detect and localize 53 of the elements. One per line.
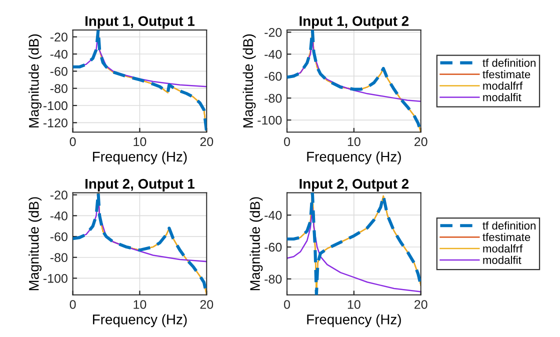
x-axis-title: Frequency (Hz) — [307, 314, 401, 328]
y-axis-title: Magnitude (dB) — [250, 197, 263, 290]
y-tick-label: -20 — [50, 190, 68, 200]
x-tick-label: 10 — [134, 300, 146, 309]
legend-label: tf definition — [482, 221, 536, 230]
y-tick-label: -40 — [50, 50, 68, 59]
y-axis-title: Magnitude (dB) — [28, 34, 42, 128]
legend-label: tf definition — [482, 58, 536, 67]
y-tick-label: -100 — [43, 274, 68, 283]
y-tick-label: -40 — [264, 50, 282, 59]
y-tick-label: -80 — [50, 253, 68, 262]
y-tick-label: -60 — [50, 66, 68, 76]
x-tick-label: 10 — [134, 137, 146, 146]
chart-title: Input 2, Output 1 — [85, 178, 194, 192]
x-tick-label: 20 — [200, 300, 214, 309]
chart-title: Input 1, Output 2 — [300, 16, 409, 29]
y-tick-label: -120 — [43, 118, 68, 128]
y-tick-label: -40 — [50, 211, 68, 220]
y-tick-label: -40 — [264, 210, 282, 220]
x-tick-label: 20 — [200, 137, 214, 146]
y-tick-label: -60 — [264, 72, 282, 81]
x-tick-label: 0 — [70, 137, 76, 146]
line-series — [72, 30, 207, 132]
x-axis-title: Frequency (Hz) — [93, 151, 187, 164]
legend-label: tfestimate — [482, 232, 530, 242]
y-axis-title: Magnitude (dB) — [28, 197, 42, 290]
chart-title: Input 1, Output 1 — [85, 16, 194, 29]
y-axis-title: Magnitude (dB) — [242, 34, 256, 128]
x-tick-label: 20 — [414, 300, 428, 309]
legend-label: modalfit — [483, 93, 522, 102]
y-tick-label: -60 — [50, 232, 68, 242]
y-tick-label: -60 — [264, 242, 282, 252]
y-tick-label: -20 — [264, 28, 282, 37]
x-tick-label: 0 — [70, 300, 76, 309]
x-axis-title: Frequency (Hz) — [93, 314, 187, 328]
x-tick-label: 20 — [414, 137, 428, 146]
y-tick-label: -100 — [258, 116, 282, 125]
y-tick-label: -80 — [264, 94, 282, 103]
x-tick-label: 0 — [284, 137, 290, 146]
y-tick-label: -80 — [50, 84, 68, 93]
x-tick-label: 0 — [284, 300, 290, 309]
legend-label: tfestimate — [482, 70, 530, 78]
y-tick-label: -80 — [264, 274, 282, 284]
legend-label: modalfit — [483, 256, 522, 264]
legend-label: modalfrf — [483, 244, 523, 253]
y-tick-label: -100 — [43, 101, 68, 110]
x-tick-label: 10 — [348, 300, 360, 309]
line-series — [287, 192, 421, 295]
x-tick-label: 10 — [348, 137, 360, 146]
legend-label: modalfrf — [483, 82, 523, 90]
x-axis-title: Frequency (Hz) — [307, 151, 401, 164]
chart-title: Input 2, Output 2 — [300, 178, 409, 192]
y-tick-label: -20 — [50, 32, 68, 42]
